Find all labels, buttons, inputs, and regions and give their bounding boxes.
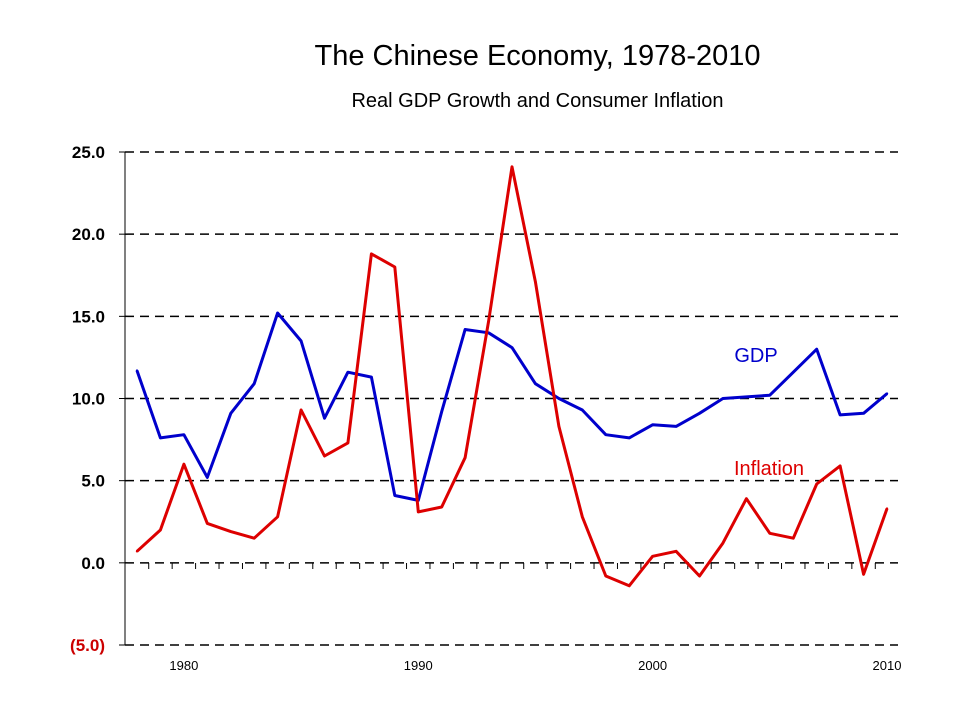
y-tick-label: 0.0 xyxy=(81,554,105,573)
data-point-inflation xyxy=(417,510,420,514)
data-point-inflation xyxy=(698,574,701,578)
y-tick-label: 10.0 xyxy=(72,390,105,409)
data-point-gdp xyxy=(276,311,279,315)
data-point-gdp xyxy=(721,397,725,400)
data-point-gdp xyxy=(768,394,772,397)
data-point-inflation xyxy=(534,280,537,284)
data-point-inflation xyxy=(346,441,350,445)
data-point-inflation xyxy=(815,482,818,486)
data-point-inflation xyxy=(627,584,631,588)
chart-title: The Chinese Economy, 1978-2010 xyxy=(314,40,761,72)
data-point-inflation xyxy=(182,463,186,466)
y-tick-label: (5.0) xyxy=(70,636,105,655)
data-point-gdp xyxy=(182,433,186,436)
series-label-gdp: GDP xyxy=(734,345,777,367)
data-point-gdp xyxy=(581,408,584,412)
data-point-inflation xyxy=(557,425,561,428)
data-point-inflation xyxy=(510,165,514,168)
data-point-gdp xyxy=(838,413,842,417)
data-point-gdp xyxy=(346,371,350,374)
data-point-inflation xyxy=(206,522,209,525)
data-point-gdp xyxy=(299,339,303,343)
series-line-inflation xyxy=(135,165,889,588)
data-point-inflation xyxy=(323,454,326,458)
data-point-gdp xyxy=(604,433,607,436)
data-point-gdp xyxy=(792,371,795,374)
data-point-gdp xyxy=(159,436,162,440)
data-point-gdp xyxy=(534,382,537,385)
data-point-inflation xyxy=(370,252,373,256)
data-point-gdp xyxy=(463,328,467,331)
data-point-inflation xyxy=(604,574,607,578)
data-point-gdp xyxy=(815,348,818,351)
y-tick-label: 5.0 xyxy=(81,472,105,491)
series-label-inflation: Inflation xyxy=(734,458,804,480)
data-point-gdp xyxy=(323,417,326,420)
data-point-inflation xyxy=(674,550,678,553)
data-point-gdp xyxy=(370,375,373,379)
data-point-inflation xyxy=(885,507,889,510)
data-point-inflation xyxy=(276,515,279,519)
data-point-gdp xyxy=(651,423,654,426)
data-point-inflation xyxy=(487,320,490,323)
data-point-inflation xyxy=(393,265,397,269)
x-tick-label: 2000 xyxy=(638,658,667,673)
data-point-inflation xyxy=(581,515,584,519)
y-tick-label: 15.0 xyxy=(72,307,105,326)
data-point-gdp xyxy=(557,397,561,400)
x-tick-label: 1990 xyxy=(404,658,433,673)
x-tick-label: 2010 xyxy=(873,658,902,673)
data-point-inflation xyxy=(721,541,725,545)
data-point-gdp xyxy=(698,412,701,415)
data-point-inflation xyxy=(229,530,232,533)
data-point-gdp xyxy=(252,382,256,385)
data-point-gdp xyxy=(862,412,865,415)
data-point-inflation xyxy=(651,555,654,558)
data-point-gdp xyxy=(885,392,889,395)
data-point-gdp xyxy=(745,395,748,399)
data-point-inflation xyxy=(768,532,772,535)
data-point-gdp xyxy=(674,425,678,428)
data-point-inflation xyxy=(745,497,748,500)
data-point-gdp xyxy=(440,410,443,413)
data-point-inflation xyxy=(792,536,795,540)
data-point-inflation xyxy=(299,408,303,412)
data-point-gdp xyxy=(229,412,232,415)
data-point-gdp xyxy=(206,476,209,479)
data-point-inflation xyxy=(159,528,162,532)
data-point-gdp xyxy=(393,494,397,497)
data-point-inflation xyxy=(862,573,865,576)
data-point-inflation xyxy=(838,464,842,468)
y-tick-label: 20.0 xyxy=(72,225,105,244)
y-tick-label: 25.0 xyxy=(72,143,105,162)
data-point-inflation xyxy=(135,550,139,553)
data-point-inflation xyxy=(252,536,256,540)
data-point-gdp xyxy=(510,346,514,349)
data-point-gdp xyxy=(135,369,139,372)
data-point-inflation xyxy=(463,456,467,459)
data-point-inflation xyxy=(440,505,443,509)
chart-subtitle: Real GDP Growth and Consumer Inflation xyxy=(351,90,724,112)
x-tick-label: 1980 xyxy=(169,658,198,673)
data-point-gdp xyxy=(627,436,631,440)
